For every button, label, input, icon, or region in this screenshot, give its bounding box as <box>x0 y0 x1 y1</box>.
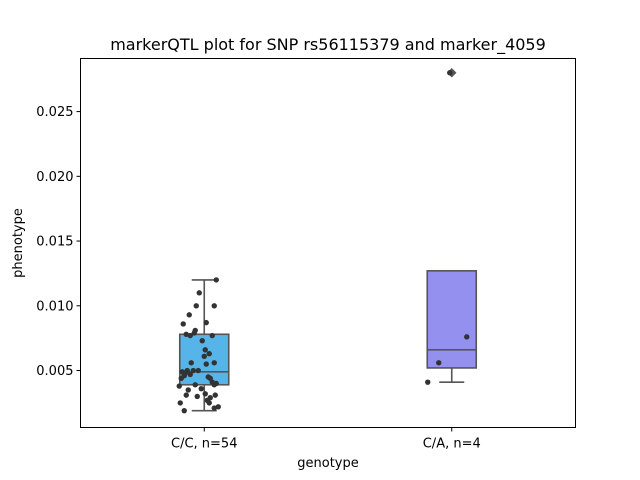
data-point <box>425 379 431 385</box>
box-body <box>426 270 478 369</box>
box-ca <box>426 68 478 383</box>
data-point <box>198 385 204 392</box>
data-point <box>464 334 470 340</box>
data-point <box>202 391 208 397</box>
data-point <box>206 351 212 357</box>
points-layer <box>176 70 470 414</box>
data-point <box>447 70 453 76</box>
data-point <box>211 405 217 411</box>
data-point <box>178 375 184 381</box>
data-point <box>187 332 193 339</box>
data-point <box>194 393 200 400</box>
y-tick-label: 0.025 <box>36 105 73 120</box>
x-tick-label: C/C, n=54 <box>171 437 237 452</box>
data-point <box>185 387 191 393</box>
data-point <box>209 332 215 339</box>
chart-title: markerQTL plot for SNP rs56115379 and ma… <box>110 35 546 55</box>
data-point <box>203 319 209 326</box>
data-point <box>211 382 217 388</box>
data-point <box>212 392 218 398</box>
y-tick-label: 0.020 <box>36 170 73 185</box>
data-point <box>199 338 205 344</box>
x-axis: C/C, n=54 C/A, n=4 <box>171 427 481 452</box>
data-point <box>211 360 217 366</box>
y-tick-label: 0.005 <box>36 364 73 379</box>
data-point <box>187 371 193 378</box>
data-point <box>177 400 183 406</box>
x-axis-label: genotype <box>297 456 358 471</box>
data-point <box>188 360 194 366</box>
data-point <box>191 330 197 336</box>
data-point <box>202 347 208 353</box>
data-point <box>180 321 186 327</box>
y-tick-label: 0.010 <box>36 299 73 314</box>
plot-area <box>80 58 576 428</box>
data-point <box>203 361 209 367</box>
x-tick-label: C/A, n=4 <box>423 437 481 452</box>
data-point <box>213 277 219 283</box>
data-point <box>211 303 217 309</box>
data-point <box>192 382 198 388</box>
y-tick-label: 0.015 <box>36 235 73 250</box>
data-point <box>201 353 207 359</box>
y-axis-label: phenotype <box>11 208 26 278</box>
data-point <box>195 367 201 374</box>
y-axis: 0.005 0.010 0.015 0.020 0.025 <box>36 105 81 379</box>
data-point <box>193 303 199 309</box>
data-point <box>181 407 187 414</box>
data-point <box>183 392 189 398</box>
data-point <box>206 400 212 406</box>
box-cc <box>178 279 230 412</box>
box-body <box>178 333 230 386</box>
data-point <box>436 360 442 366</box>
data-point <box>186 312 192 318</box>
data-point <box>176 383 182 389</box>
boxes-layer <box>178 68 478 412</box>
data-point <box>190 367 196 374</box>
data-point <box>196 290 202 296</box>
